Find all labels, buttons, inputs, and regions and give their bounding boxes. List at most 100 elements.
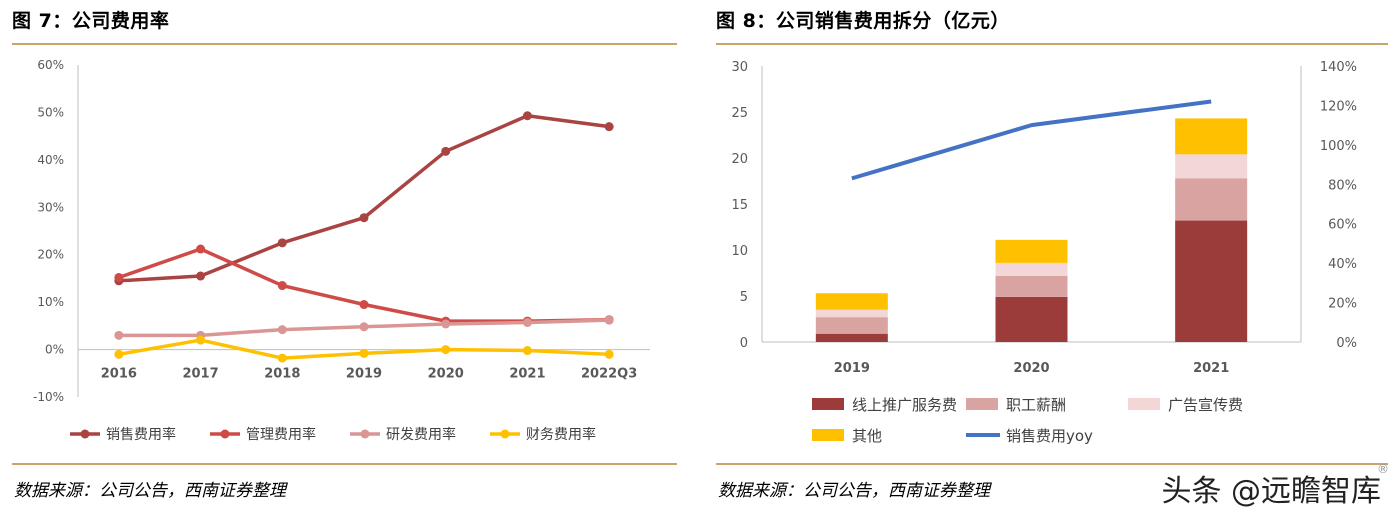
y-tick-label: 20% [37, 248, 64, 262]
left-y-tick-label: 0 [740, 336, 748, 351]
x-tick-label: 2021 [1193, 361, 1229, 376]
left-source-note: 数据来源：公司公告，西南证券整理 [14, 481, 286, 501]
x-tick-label: 2022Q3 [581, 367, 637, 382]
data-point [277, 325, 287, 335]
data-point [359, 213, 369, 223]
left-y-tick-label: 5 [740, 290, 748, 305]
legend-label: 销售费用yoy [1006, 427, 1093, 445]
x-tick-label: 2016 [101, 367, 137, 382]
data-point [114, 330, 124, 340]
watermark-registered-mark: ® [1377, 462, 1389, 476]
right-title-rule [716, 43, 1388, 45]
data-point [359, 348, 369, 358]
y-tick-label: 60% [37, 58, 64, 72]
left-chart-panel: 图 7：公司费用率 -10% 0% 10% 20% 30% 40% 50% 60% 2016 20… [0, 0, 685, 517]
stacked-bar-segment [815, 309, 888, 318]
data-point [604, 315, 614, 325]
legend-label: 职工薪酬 [1006, 396, 1066, 414]
x-tick-label: 2019 [346, 367, 382, 382]
x-tick-label: 2020 [1013, 361, 1049, 376]
expense-ratio-line-chart: -10% 0% 10% 20% 30% 40% 50% 60% 2016 2017 2018 2019… [33, 58, 650, 443]
series-line [118, 247, 610, 323]
right-source-note: 数据来源：公司公告，西南证券整理 [718, 481, 990, 501]
stacked-bar-segment [1175, 178, 1248, 221]
left-y-tick-label: 30 [731, 60, 748, 75]
data-point [196, 335, 206, 345]
stacked-bar-segment [995, 262, 1068, 276]
stacked-bar-segment [815, 293, 888, 310]
legend-swatch [812, 429, 844, 441]
right-y-tick-label: 20% [1328, 297, 1357, 312]
right-y-tick-label: 140% [1320, 60, 1357, 75]
data-point [196, 244, 206, 254]
right-y-tick-label: 40% [1328, 257, 1357, 272]
legend-label: 其他 [852, 427, 882, 445]
data-point [196, 271, 206, 281]
stacked-bar-segment [1175, 118, 1248, 155]
legend-label: 管理费用率 [246, 426, 316, 443]
y-tick-label: 0% [45, 343, 64, 357]
x-tick-label: 2019 [834, 361, 870, 376]
legend-swatch [966, 398, 998, 410]
data-point [522, 111, 532, 121]
x-tick-label: 2017 [182, 367, 218, 382]
left-source-rule [12, 463, 677, 465]
data-point [522, 346, 532, 356]
right-y-tick-label: 0% [1336, 336, 1357, 351]
data-point [114, 272, 124, 282]
data-point [441, 146, 451, 156]
watermark-text: 头条 @远瞻智库 [1161, 474, 1381, 509]
stacked-bar-segment [995, 275, 1068, 297]
y-tick-label: 50% [37, 105, 64, 119]
data-point [277, 281, 287, 291]
legend-marker [80, 429, 90, 439]
y-tick-label: 10% [37, 295, 64, 309]
legend-label: 线上推广服务费 [852, 396, 957, 414]
left-y-tick-label: 25 [731, 106, 748, 121]
y-tick-label: -10% [33, 390, 64, 404]
legend-swatch [1128, 398, 1160, 410]
data-point [604, 122, 614, 132]
data-point [522, 318, 532, 328]
left-figure-title: 图 7：公司费用率 [12, 10, 170, 32]
right-figure-title: 图 8：公司销售费用拆分（亿元） [716, 10, 1010, 32]
stacked-bar-segment [815, 317, 888, 334]
left-title-rule [12, 43, 677, 45]
data-point [359, 300, 369, 310]
sales-expense-breakdown-chart: 0 5 10 15 20 25 30 0% 20% 40% 60% 80% 100% 120% 140% 20… [731, 60, 1357, 445]
series-line [118, 113, 610, 283]
legend-marker [220, 429, 230, 439]
left-y-tick-label: 15 [731, 198, 748, 213]
legend-swatch [812, 398, 844, 410]
legend-marker [360, 429, 370, 439]
right-y-tick-label: 60% [1328, 218, 1357, 233]
data-point [441, 319, 451, 329]
stacked-bar-segment [1175, 154, 1248, 179]
legend-label: 研发费用率 [386, 426, 456, 443]
data-point [359, 322, 369, 332]
stacked-bar-segment [1175, 220, 1248, 342]
stacked-bar-segment [815, 333, 888, 342]
legend-label: 销售费用率 [106, 426, 176, 443]
data-point [604, 349, 614, 359]
y-tick-label: 40% [37, 153, 64, 167]
data-point [441, 345, 451, 355]
legend-label: 广告宣传费 [1168, 396, 1243, 414]
data-point [277, 238, 287, 248]
yoy-line [851, 99, 1212, 181]
y-tick-label: 30% [37, 200, 64, 214]
right-y-tick-label: 120% [1320, 99, 1357, 114]
legend-label: 财务费用率 [526, 426, 596, 443]
right-chart-panel: 图 8：公司销售费用拆分（亿元） 0 5 10 15 20 25 30 0% 20% 40% 60%… [708, 0, 1395, 517]
legend-marker [500, 429, 510, 439]
right-y-tick-label: 80% [1328, 178, 1357, 193]
right-y-tick-label: 100% [1320, 139, 1357, 154]
data-point [114, 349, 124, 359]
right-source-rule [716, 463, 1388, 465]
data-point [277, 353, 287, 363]
left-y-tick-label: 10 [731, 244, 748, 259]
x-tick-label: 2020 [428, 367, 464, 382]
stacked-bar-segment [995, 239, 1068, 263]
x-tick-label: 2018 [264, 367, 300, 382]
stacked-bar-segment [995, 296, 1068, 342]
